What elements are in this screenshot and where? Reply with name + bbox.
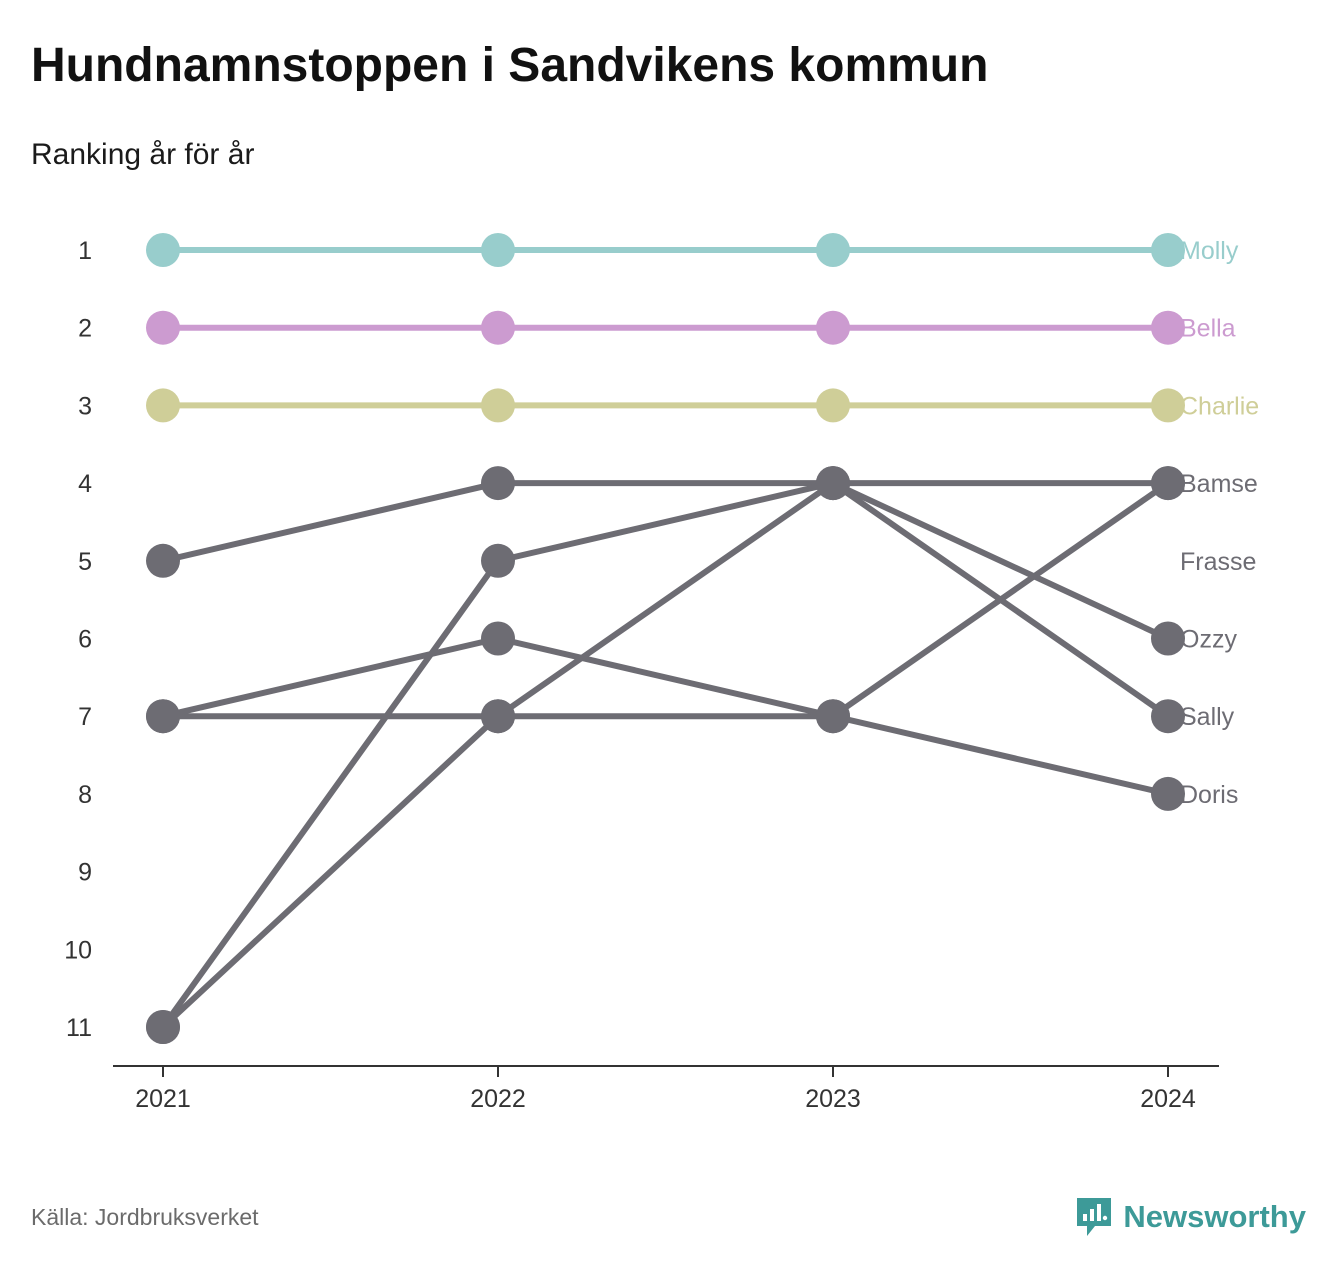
data-point-molly	[1151, 233, 1185, 267]
series-line-ozzy	[160, 480, 1171, 642]
series-line-unnamed	[160, 480, 1171, 1030]
series-label-bamse: Bamse	[1180, 470, 1258, 498]
series-line-sally	[160, 480, 1171, 1030]
y-tick-label: 8	[78, 781, 92, 809]
data-point-molly	[816, 233, 850, 267]
data-point-doris	[146, 699, 180, 734]
data-point-doris	[481, 621, 515, 656]
newsworthy-logo-icon	[1077, 1198, 1112, 1236]
data-point-bella	[146, 310, 180, 345]
series-lines	[160, 247, 1171, 1030]
x-tick-label: 2024	[1140, 1085, 1196, 1113]
series-points	[146, 233, 1185, 1044]
data-point-charlie	[1151, 388, 1185, 423]
y-tick-label: 2	[78, 315, 92, 343]
brand-name: Newsworthy	[1123, 1199, 1306, 1234]
data-point-sally	[1151, 699, 1185, 734]
y-tick-label: 5	[78, 548, 92, 576]
data-point-unnamed	[816, 466, 850, 501]
data-point-unnamed	[1151, 466, 1185, 501]
data-point-bella	[1151, 310, 1185, 345]
data-point-doris	[1151, 776, 1185, 811]
series-labels: Molly Bella Charlie Bamse Frasse Ozzy Sally Dor…	[1180, 237, 1259, 809]
y-tick-label: 1	[78, 237, 92, 265]
bump-chart: 1 2 3 4 5 6 7 8 9 10 11 Molly Bella Charlie Bamse Fras…	[64, 233, 1259, 1113]
chart-title: Hundnamnstoppen i Sandvikens kommun	[31, 39, 989, 92]
data-point-ozzy	[481, 466, 515, 501]
y-tick-label: 11	[66, 1014, 92, 1042]
data-point-unnamed	[146, 1010, 180, 1044]
data-point-bella	[481, 310, 515, 345]
source-note: Källa: Jordbruksverket	[31, 1204, 259, 1230]
data-point-doris	[816, 699, 850, 734]
series-label-molly: Molly	[1180, 237, 1239, 265]
chart-subtitle: Ranking år för år	[31, 138, 255, 171]
series-label-charlie: Charlie	[1180, 392, 1259, 420]
series-label-sally: Sally	[1180, 703, 1235, 731]
series-label-frasse: Frasse	[1180, 548, 1256, 576]
series-label-doris: Doris	[1180, 781, 1238, 809]
data-point-molly	[481, 233, 515, 267]
data-point-unnamed	[481, 699, 515, 734]
data-point-sally	[481, 543, 515, 578]
y-tick-label: 7	[78, 703, 92, 731]
y-axis-labels: 1 2 3 4 5 6 7 8 9 10 11	[64, 237, 92, 1042]
y-tick-label: 10	[64, 936, 92, 964]
data-point-bella	[816, 310, 850, 345]
series-line-doris	[160, 635, 1171, 797]
x-tick-label: 2022	[470, 1085, 526, 1113]
x-tick-label: 2021	[135, 1085, 191, 1113]
y-tick-label: 3	[78, 392, 92, 420]
series-label-ozzy: Ozzy	[1180, 626, 1237, 654]
data-point-charlie	[481, 388, 515, 423]
x-tick-label: 2023	[805, 1085, 861, 1113]
y-tick-label: 9	[78, 859, 92, 887]
data-point-ozzy	[1151, 621, 1185, 656]
y-tick-label: 6	[78, 626, 92, 654]
data-point-molly	[146, 233, 180, 267]
data-point-charlie	[816, 388, 850, 423]
y-tick-label: 4	[78, 470, 92, 498]
data-point-ozzy	[146, 543, 180, 578]
brand: Newsworthy	[1075, 1196, 1306, 1238]
data-point-charlie	[146, 388, 180, 423]
x-axis: 2021 2022 2023 2024	[113, 1065, 1219, 1113]
series-label-bella: Bella	[1180, 315, 1236, 343]
